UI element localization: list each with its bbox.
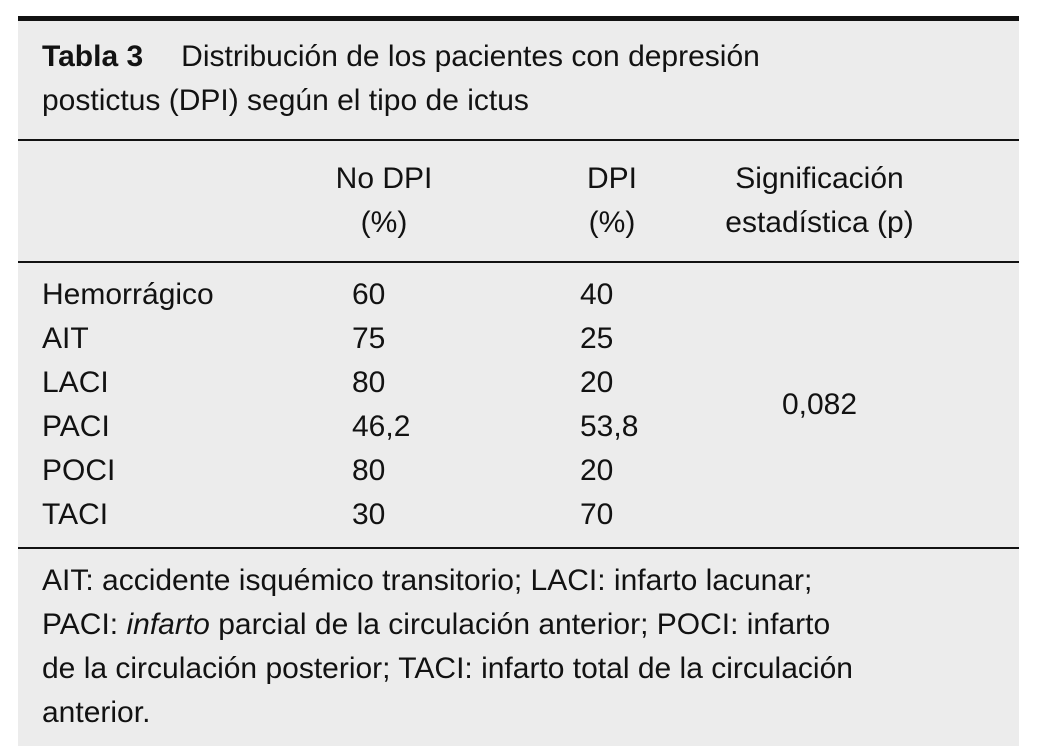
table-title-line2: postictus (DPI) según el tipo de ictus xyxy=(42,84,529,117)
row-label: TACI xyxy=(42,498,109,531)
row-label: AIT xyxy=(42,322,89,355)
row-spacer xyxy=(416,405,580,449)
table-row: PACI 46,2 53,8 xyxy=(42,405,995,449)
table-row: Hemorrágico 60 40 xyxy=(42,273,995,317)
row-label: PACI xyxy=(42,410,110,443)
footnote-italic-segment: infarto xyxy=(126,608,210,641)
row-label: Hemorrágico xyxy=(42,278,214,311)
row-spacer xyxy=(416,317,580,361)
no-dpi-value: 75 xyxy=(352,322,386,355)
table-row: TACI 30 70 xyxy=(42,493,995,537)
table-row: AIT 75 25 xyxy=(42,317,995,361)
rule-above-footnote xyxy=(18,547,1019,549)
footnote-line: AIT: accidente isquémico transitorio; LA… xyxy=(42,559,995,603)
dpi-value: 25 xyxy=(580,322,614,355)
rule-below-title xyxy=(18,139,1019,141)
dpi-value: 70 xyxy=(580,498,614,531)
rule-below-headers xyxy=(18,261,1019,263)
dpi-value: 20 xyxy=(580,454,614,487)
dpi-value: 20 xyxy=(580,366,614,399)
footnote-line: anterior. xyxy=(42,691,995,735)
footnote-segment: de la circulación posterior; TACI: infar… xyxy=(42,652,853,685)
table-number-label: Tabla 3 xyxy=(42,40,144,73)
no-dpi-value: 80 xyxy=(352,366,386,399)
table-row: POCI 80 20 xyxy=(42,449,995,493)
header-significance-line2: estadística (p) xyxy=(725,206,914,239)
table-body: Hemorrágico 60 40 AIT 75 25 LACI 80 20 PACI 46,2 53… xyxy=(18,263,1019,547)
header-dpi-line1: DPI xyxy=(586,162,637,195)
header-dpi-line2: (%) xyxy=(588,206,636,239)
table-title-text: Distribución de los pacientes con depres… xyxy=(181,40,760,73)
header-no-dpi-line1: No DPI xyxy=(335,162,433,195)
no-dpi-value: 46,2 xyxy=(352,410,411,443)
no-dpi-value: 30 xyxy=(352,498,386,531)
no-dpi-value: 80 xyxy=(352,454,386,487)
row-spacer xyxy=(416,449,580,493)
dpi-value: 53,8 xyxy=(580,410,639,443)
row-label: LACI xyxy=(42,366,109,399)
header-significance-line1: Significación xyxy=(735,162,904,195)
table-header-row: No DPI (%) DPI (%) Significación estadís… xyxy=(18,141,1019,261)
dpi-value: 40 xyxy=(580,278,614,311)
header-empty-cell xyxy=(42,157,352,245)
table-panel: Tabla 3 Distribución de los pacientes con… xyxy=(18,16,1019,746)
footnote-segment: PACI: xyxy=(42,608,127,641)
header-no-dpi: No DPI (%) xyxy=(336,157,433,245)
header-significance: Significación estadística (p) xyxy=(644,157,995,245)
footnote-segment: AIT: accidente isquémico transitorio; LA… xyxy=(42,564,813,597)
footnote-segment: anterior. xyxy=(42,696,151,729)
row-spacer xyxy=(416,493,580,537)
table-rows: Hemorrágico 60 40 AIT 75 25 LACI 80 20 PACI 46,2 53… xyxy=(42,273,995,537)
header-spacer xyxy=(416,157,580,245)
row-spacer xyxy=(416,273,580,317)
footnote-segment: parcial de la circulación anterior; POCI… xyxy=(209,608,831,641)
header-no-dpi-line2: (%) xyxy=(360,206,408,239)
footnote-line: PACI: infarto parcial de la circulación … xyxy=(42,603,995,647)
table-row: LACI 80 20 xyxy=(42,361,995,405)
significance-value: 0,082 xyxy=(781,388,858,421)
header-dpi: DPI (%) xyxy=(580,157,644,245)
footnote-line: de la circulación posterior; TACI: infar… xyxy=(42,647,995,691)
table-footnote: AIT: accidente isquémico transitorio; LA… xyxy=(18,549,1019,743)
row-spacer xyxy=(416,361,580,405)
table-title-line1: Tabla 3 Distribución de los pacientes con… xyxy=(42,35,995,79)
table-title: Tabla 3 Distribución de los pacientes con… xyxy=(18,21,1019,139)
row-label: POCI xyxy=(42,454,116,487)
no-dpi-value: 60 xyxy=(352,278,386,311)
